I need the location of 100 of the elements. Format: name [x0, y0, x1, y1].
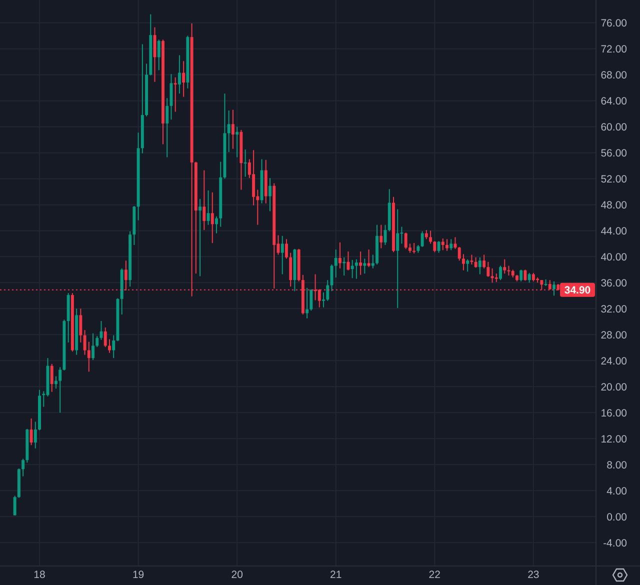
y-tick-label: 20.00: [600, 381, 628, 394]
candlestick: [338, 242, 342, 269]
candlestick: [433, 240, 436, 253]
candlestick: [236, 126, 239, 158]
candlestick: [371, 254, 374, 269]
y-tick-label: 76.00: [600, 17, 628, 30]
candlestick: [174, 76, 177, 112]
candlestick: [244, 148, 247, 178]
candlestick: [87, 341, 90, 372]
candlestick: [112, 334, 116, 359]
candlestick: [322, 292, 325, 308]
candlestick: [170, 74, 173, 120]
y-tick-label: 44.00: [600, 225, 628, 238]
candlestick: [252, 150, 256, 206]
candlestick: [408, 243, 412, 254]
candlestick: [528, 272, 531, 284]
candlestick: [83, 330, 86, 356]
candlestick: [104, 327, 107, 348]
y-tick-label: 12.00: [600, 433, 628, 446]
candlestick: [326, 280, 330, 302]
candlestick: [289, 252, 292, 288]
candlestick: [450, 238, 453, 251]
candlestick: [346, 250, 350, 271]
candlestick: [367, 249, 370, 268]
y-tick-label: 60.00: [600, 121, 628, 134]
candlestick: [206, 190, 210, 226]
candlestick: [441, 238, 444, 251]
candlestick: [524, 269, 527, 282]
y-tick-label: 4.00: [606, 485, 628, 498]
candlestick: [429, 230, 432, 244]
candlestick: [380, 224, 383, 249]
candlestick: [354, 258, 358, 280]
y-tick-label: 48.00: [600, 199, 628, 212]
candlestick: [458, 246, 461, 262]
candlestick: [552, 280, 556, 296]
y-tick-label: 32.00: [600, 303, 628, 316]
candlestick: [306, 287, 309, 319]
candlestick: [363, 258, 366, 274]
candlestick: [474, 256, 478, 268]
x-tick-label: 18: [34, 569, 46, 581]
candlestick: [499, 265, 502, 281]
candlestick: [215, 216, 218, 234]
candlestick: [503, 258, 506, 274]
y-tick-label: 16.00: [600, 407, 628, 420]
y-tick-label: 56.00: [600, 147, 628, 160]
candlestick: [34, 421, 37, 449]
candlestick: [210, 192, 214, 244]
candlestick: [446, 238, 448, 252]
y-tick-label: 68.00: [600, 69, 628, 82]
y-tick-label: 28.00: [600, 329, 628, 342]
candlestick: [280, 235, 284, 275]
x-tick-label: 21: [330, 569, 342, 581]
candlestick: [92, 332, 95, 361]
x-tick-label: 20: [231, 569, 244, 581]
y-tick-label: 0.00: [606, 511, 628, 524]
candlestick: [350, 259, 354, 279]
candlestick: [424, 230, 428, 240]
candlestick: [166, 98, 169, 158]
x-tick-label: 22: [428, 569, 441, 581]
candlestick: [178, 54, 181, 94]
x-tick-label: 19: [132, 569, 144, 581]
y-tick-label: 64.00: [600, 95, 628, 108]
candlestick: [13, 495, 16, 516]
y-tick-label: -4.00: [603, 537, 628, 550]
candlestick: [490, 268, 494, 284]
candlestick: [310, 288, 313, 312]
y-tick-label: 8.00: [606, 459, 628, 472]
candlestick: [470, 254, 474, 265]
candlestick: [478, 256, 482, 275]
candlestick: [412, 242, 416, 254]
y-tick-label: 36.00: [600, 277, 628, 290]
candlestick: [482, 254, 486, 269]
y-tick-label: 40.00: [600, 251, 628, 264]
x-tick-label: 23: [528, 569, 540, 581]
y-tick-label: 72.00: [600, 43, 628, 56]
candlestick: [420, 230, 424, 248]
y-tick-label: 52.00: [600, 173, 628, 186]
candlestick: [108, 338, 111, 354]
candlestick: [486, 261, 490, 278]
candlestick: [268, 178, 272, 212]
candlestick: [198, 198, 202, 277]
candlestick: [227, 110, 230, 153]
candlestick: [157, 39, 160, 71]
candlestick: [284, 238, 288, 260]
candlestick: [22, 458, 25, 477]
candlestick: [396, 208, 400, 309]
candlestick: [50, 363, 54, 392]
candlestick: [462, 254, 465, 271]
candlestick: [359, 250, 362, 276]
candlestick: [400, 226, 404, 244]
candlestick: [466, 258, 470, 272]
candlestick: [30, 418, 33, 446]
candlestick: [404, 232, 408, 250]
candlestick: [182, 60, 186, 98]
candlestick: [79, 308, 82, 343]
candlestick: [96, 335, 99, 348]
candlestick: [58, 366, 62, 414]
candlestick: [54, 376, 58, 390]
candlestick: [520, 269, 523, 282]
y-tick-label: 24.00: [600, 355, 628, 368]
